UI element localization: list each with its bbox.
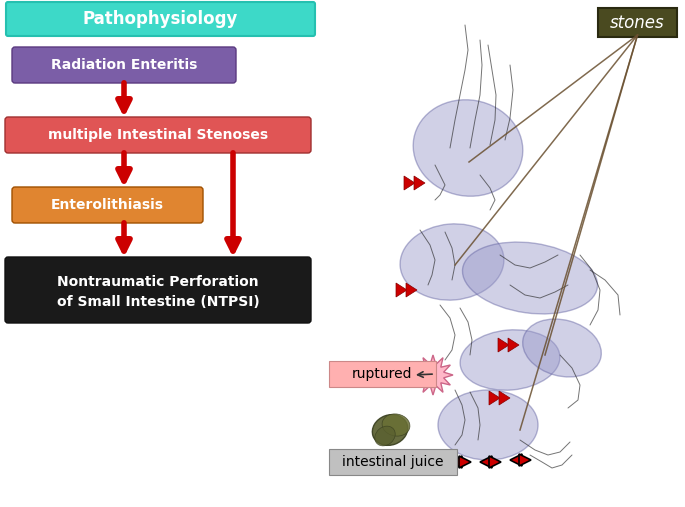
Ellipse shape xyxy=(460,330,560,390)
Ellipse shape xyxy=(462,242,597,314)
Ellipse shape xyxy=(400,224,504,300)
FancyBboxPatch shape xyxy=(12,187,203,223)
FancyBboxPatch shape xyxy=(12,47,236,83)
Polygon shape xyxy=(450,456,462,468)
Text: stones: stones xyxy=(610,14,665,31)
Ellipse shape xyxy=(523,319,601,377)
Polygon shape xyxy=(519,454,531,466)
Polygon shape xyxy=(489,391,500,405)
Text: intestinal juice: intestinal juice xyxy=(342,455,444,469)
FancyBboxPatch shape xyxy=(5,257,311,323)
Ellipse shape xyxy=(375,426,395,446)
Polygon shape xyxy=(459,456,471,468)
Ellipse shape xyxy=(373,415,408,445)
Polygon shape xyxy=(396,283,407,297)
Polygon shape xyxy=(406,283,417,297)
FancyBboxPatch shape xyxy=(5,117,311,153)
Ellipse shape xyxy=(413,100,523,196)
Polygon shape xyxy=(489,456,501,468)
FancyBboxPatch shape xyxy=(598,8,677,37)
Text: Pathophysiology: Pathophysiology xyxy=(83,10,238,28)
Polygon shape xyxy=(508,338,519,352)
Polygon shape xyxy=(414,176,425,190)
Polygon shape xyxy=(510,454,522,466)
Text: ruptured: ruptured xyxy=(352,367,413,381)
Text: Nontraumatic Perforation
of Small Intestine (NTPSI): Nontraumatic Perforation of Small Intest… xyxy=(57,275,260,309)
Polygon shape xyxy=(413,355,453,395)
Text: Enterolithiasis: Enterolithiasis xyxy=(51,198,164,212)
Ellipse shape xyxy=(438,390,538,460)
FancyBboxPatch shape xyxy=(329,361,436,387)
FancyBboxPatch shape xyxy=(6,2,315,36)
Polygon shape xyxy=(499,391,510,405)
Text: Radiation Enteritis: Radiation Enteritis xyxy=(51,58,197,72)
Polygon shape xyxy=(404,176,415,190)
FancyBboxPatch shape xyxy=(329,449,457,475)
Polygon shape xyxy=(480,456,492,468)
Ellipse shape xyxy=(382,414,410,436)
Polygon shape xyxy=(498,338,509,352)
Text: multiple Intestinal Stenoses: multiple Intestinal Stenoses xyxy=(48,128,268,142)
